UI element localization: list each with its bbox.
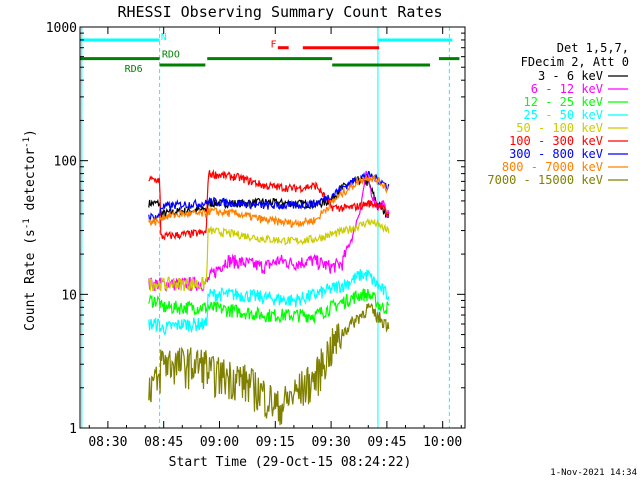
- y-tick-label: 1000: [46, 21, 77, 36]
- series-line-25-50-kev: [148, 268, 390, 336]
- series-line-100-300-kev: [148, 168, 390, 241]
- series-line-50-100-kev: [148, 217, 390, 292]
- y-axis-label: Count Rate (s-1 detector-1): [22, 129, 38, 331]
- legend-label-100-300-kev: 100 - 300 keV: [509, 134, 603, 148]
- legend-header-line2: FDecim 2, Att 0: [521, 55, 629, 69]
- flags-layer: N RDO RD6 F: [80, 32, 460, 75]
- footer-date: 1-Nov-2021 14:34: [550, 468, 637, 478]
- x-axis-label: Start Time (29-Oct-15 08:24:22): [169, 455, 412, 470]
- y-label-sup1: -1: [22, 218, 32, 229]
- y-label-part3: ): [23, 129, 38, 137]
- x-tick-label: 09:00: [200, 435, 239, 450]
- legend-label-12-25-kev: 12 - 25 keV: [524, 95, 603, 109]
- x-tick-label: 08:45: [144, 435, 183, 450]
- y-label-sup2: -1: [22, 137, 32, 148]
- flag-label-f: F: [270, 40, 276, 51]
- legend-label-25-50-kev: 25 - 50 keV: [524, 108, 603, 122]
- y-label-part2: detector: [23, 148, 38, 219]
- y-tick-label: 10: [61, 288, 77, 303]
- flag-label-n: N: [161, 32, 167, 43]
- y-label-part1: Count Rate (s: [23, 229, 38, 331]
- y-tick-label: 1: [69, 422, 77, 437]
- x-tick-label: 09:45: [367, 435, 406, 450]
- legend-label-3-6-kev: 3 - 6 keV: [538, 69, 603, 83]
- x-tick-label: 09:30: [312, 435, 351, 450]
- axes-layer: [81, 27, 450, 428]
- legend-label-6-12-kev: 6 - 12 keV: [531, 82, 603, 96]
- legend-label-50-100-kev: 50 - 100 keV: [516, 121, 603, 135]
- series-line-800-7000-kev: [148, 174, 390, 228]
- x-tick-label: 08:30: [88, 435, 127, 450]
- x-tick-label: 10:00: [423, 435, 462, 450]
- series-line-12-25-kev: [148, 288, 390, 325]
- legend-label-300-800-kev: 300 - 800 keV: [509, 147, 603, 161]
- plot-frame: [79, 26, 466, 429]
- legend-label-7000-15000-kev: 7000 - 15000 keV: [487, 173, 603, 187]
- chart-title: RHESSI Observing Summary Count Rates: [117, 3, 442, 21]
- y-tick-label: 100: [54, 155, 77, 170]
- legend-header-line1: Det 1,5,7,: [557, 41, 629, 55]
- series-line-7000-15000-kev: [148, 303, 390, 426]
- series-layer: [148, 168, 390, 426]
- flag-label-rd6: RD6: [125, 64, 143, 75]
- flag-label-rdo: RDO: [162, 50, 180, 61]
- series-line-300-800-kev: [148, 170, 390, 223]
- legend-label-800-7000-kev: 800 - 7000 keV: [502, 160, 603, 174]
- series-line-6-12-kev: [148, 170, 390, 292]
- x-tick-label: 09:15: [256, 435, 295, 450]
- ticks-layer: 08:30 08:45 09:00 09:15 09:30 09:45 10:00 1 10 10…: [46, 21, 465, 450]
